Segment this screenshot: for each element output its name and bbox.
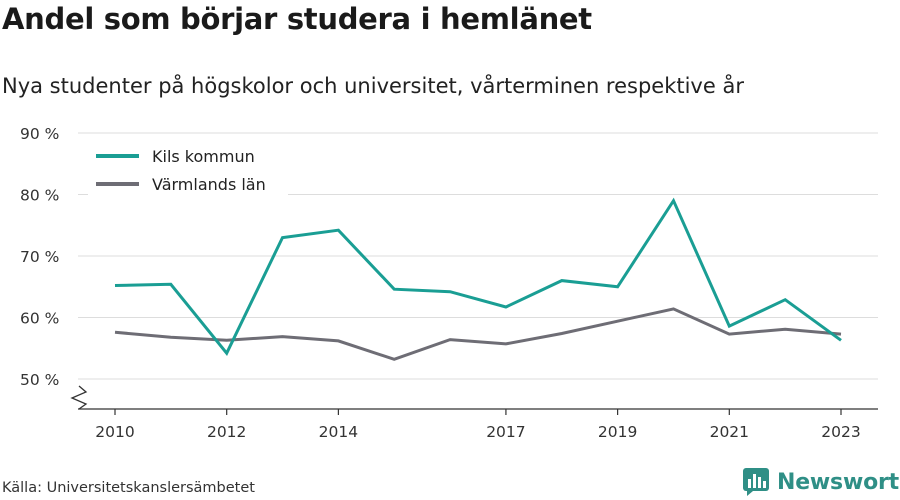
brand-name: Newsworthy — [777, 469, 900, 495]
y-tick-label: 90 % — [20, 125, 59, 143]
legend-label: Kils kommun — [152, 147, 255, 166]
series-line-kils-kommun — [114, 197, 842, 356]
x-tick-label: 2010 — [95, 423, 134, 441]
legend-label: Värmlands län — [152, 175, 266, 194]
y-tick-label: 80 % — [20, 187, 59, 205]
y-tick-label: 50 % — [20, 371, 59, 389]
source-note: Källa: Universitetskanslersämbetet — [2, 480, 255, 496]
x-tick-label: 2023 — [821, 423, 860, 441]
x-tick-label: 2012 — [207, 423, 246, 441]
series-line-varmlands-lan — [114, 307, 842, 361]
x-tick-label: 2019 — [598, 423, 637, 441]
newsworthy-logo[interactable]: Newsworthy — [743, 466, 900, 498]
y-tick-label: 60 % — [20, 310, 59, 328]
axis-break-mark — [70, 385, 88, 410]
y-tick-label: 70 % — [20, 248, 59, 266]
x-tick-label: 2017 — [486, 423, 525, 441]
bar-chart-icon — [743, 468, 769, 496]
x-tick-label: 2021 — [710, 423, 749, 441]
x-tick-label: 2014 — [319, 423, 358, 441]
legend-background — [88, 143, 288, 199]
chart-subtitle: Nya studenter på högskolor och universit… — [2, 74, 744, 98]
chart-title: Andel som börjar studera i hemlänet — [2, 2, 592, 36]
